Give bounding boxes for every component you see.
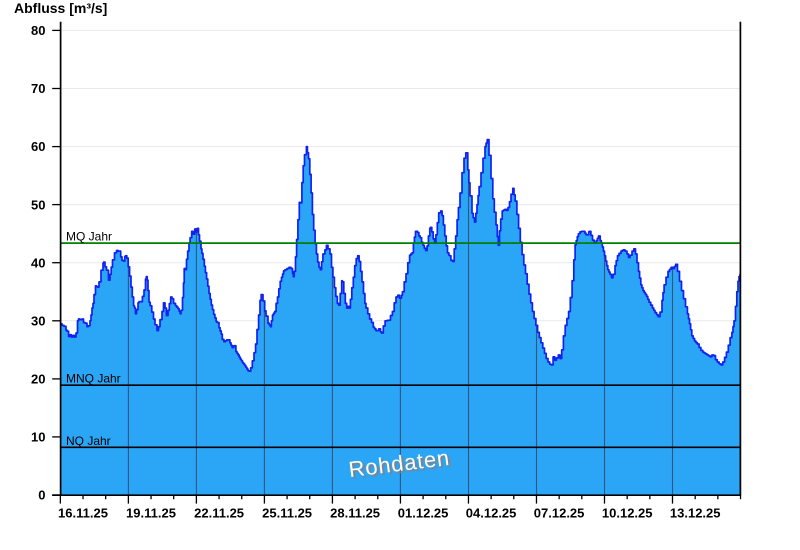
svg-text:NQ Jahr: NQ Jahr: [66, 434, 111, 448]
svg-text:07.12.25: 07.12.25: [534, 506, 585, 521]
svg-text:60: 60: [31, 139, 45, 154]
svg-text:40: 40: [31, 255, 45, 270]
svg-text:70: 70: [31, 81, 45, 96]
svg-text:Abfluss [m³/s]: Abfluss [m³/s]: [14, 0, 107, 16]
svg-text:28.11.25: 28.11.25: [330, 506, 380, 521]
svg-text:20: 20: [31, 372, 45, 387]
svg-text:04.12.25: 04.12.25: [466, 506, 517, 521]
svg-text:13.12.25: 13.12.25: [670, 506, 721, 521]
svg-text:80: 80: [31, 23, 45, 38]
svg-text:25.11.25: 25.11.25: [262, 506, 312, 521]
svg-text:16.11.25: 16.11.25: [58, 506, 108, 521]
svg-text:MNQ Jahr: MNQ Jahr: [66, 372, 121, 386]
svg-text:10.12.25: 10.12.25: [602, 506, 653, 521]
svg-text:01.12.25: 01.12.25: [398, 506, 449, 521]
svg-text:19.11.25: 19.11.25: [126, 506, 176, 521]
svg-text:50: 50: [31, 197, 45, 212]
svg-text:22.11.25: 22.11.25: [194, 506, 244, 521]
svg-text:0: 0: [38, 488, 45, 503]
svg-text:10: 10: [31, 430, 45, 445]
svg-text:MQ Jahr: MQ Jahr: [66, 230, 112, 244]
svg-text:30: 30: [31, 314, 45, 329]
